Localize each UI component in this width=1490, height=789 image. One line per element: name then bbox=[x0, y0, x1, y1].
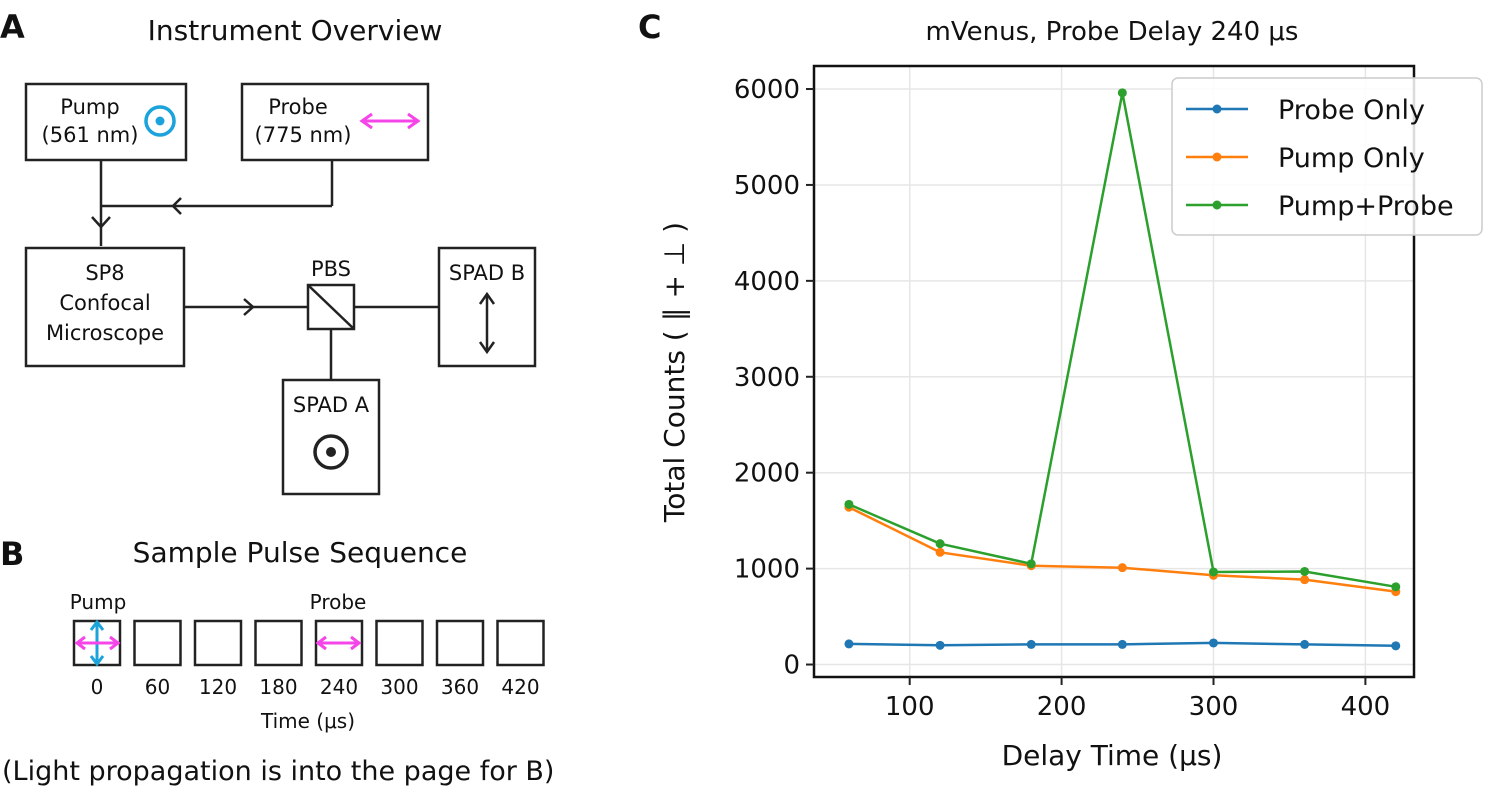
pbs-label: PBS bbox=[311, 257, 351, 281]
data-point bbox=[935, 547, 945, 557]
panel-b: B Sample Pulse Sequence Pump Probe 0 60 12… bbox=[0, 535, 554, 787]
y-axis-label: Total Counts ( ∥ + ⊥ ) bbox=[658, 222, 691, 523]
probe-polarization-icon bbox=[359, 112, 421, 130]
data-point bbox=[1208, 638, 1218, 648]
pulse-slot bbox=[496, 619, 545, 667]
pulse-slot bbox=[254, 619, 303, 667]
probe-pulse-label: Probe bbox=[310, 590, 367, 614]
legend-label: Pump Only bbox=[1278, 143, 1425, 174]
pulse-time-label: 180 bbox=[259, 675, 297, 699]
plot-frame bbox=[812, 64, 1416, 679]
panel-a-title: Instrument Overview bbox=[148, 14, 443, 47]
y-tick-label: 1000 bbox=[734, 555, 800, 585]
pump-pulse-probe-polarization-icon bbox=[74, 635, 121, 651]
data-point bbox=[1300, 639, 1310, 649]
data-point bbox=[1117, 639, 1127, 649]
data-point bbox=[844, 639, 854, 649]
data-point bbox=[1391, 582, 1401, 592]
y-tick-label: 6000 bbox=[734, 75, 800, 105]
beam-arrow-right-icon bbox=[243, 298, 255, 316]
pump-wavelength: (561 nm) bbox=[42, 123, 139, 147]
series-probe-only bbox=[844, 638, 1401, 651]
data-point bbox=[1117, 563, 1127, 573]
pulse-time-label: 420 bbox=[501, 675, 539, 699]
pulse-slot bbox=[375, 619, 424, 667]
pbs-cube-icon bbox=[306, 283, 356, 331]
beam-arrow-down-icon bbox=[91, 216, 111, 229]
data-point bbox=[1026, 639, 1036, 649]
data-point bbox=[1300, 566, 1310, 576]
microscope-label-1: SP8 bbox=[85, 261, 124, 285]
pulse-time-label: 120 bbox=[199, 675, 237, 699]
y-tick-label: 0 bbox=[783, 651, 800, 681]
probe-pulse-polarization-icon bbox=[315, 635, 362, 651]
data-point bbox=[1208, 567, 1218, 577]
pulse-time-label: 300 bbox=[380, 675, 418, 699]
legend-box bbox=[1171, 77, 1483, 236]
spad-a-label: SPAD A bbox=[293, 393, 370, 417]
data-point bbox=[935, 539, 945, 549]
spad-b-label: SPAD B bbox=[449, 261, 525, 285]
probe-label: Probe bbox=[268, 95, 328, 119]
x-tick-label: 400 bbox=[1341, 692, 1391, 722]
x-tick-label: 200 bbox=[1037, 692, 1087, 722]
panel-c: C mVenus, Probe Delay 240 μs 100 200 300 40… bbox=[638, 8, 1483, 772]
series-line bbox=[848, 506, 1396, 593]
series-pump-only bbox=[844, 502, 1401, 597]
legend-swatch-marker bbox=[1212, 152, 1222, 162]
panel-b-title: Sample Pulse Sequence bbox=[133, 536, 468, 569]
pulse-time-label: 0 bbox=[91, 675, 104, 699]
panel-a: A Instrument Overview Pump (561 nm) Prob… bbox=[0, 8, 537, 496]
legend-items: Probe Only Pump Only Pump+Probe bbox=[1186, 95, 1454, 222]
laser-beam-lines bbox=[91, 160, 334, 246]
y-tick-label: 4000 bbox=[734, 267, 800, 297]
pulse-sequence: 0 60 120 180 240 300 360 420 bbox=[72, 619, 545, 699]
data-point bbox=[1026, 559, 1036, 569]
data-point bbox=[1117, 88, 1127, 98]
data-point bbox=[1300, 575, 1310, 585]
legend: Probe Only Pump Only Pump+Probe bbox=[1171, 77, 1483, 236]
beam-arrow-left-icon bbox=[171, 197, 182, 215]
pulse-time-label: 360 bbox=[441, 675, 479, 699]
pulse-time-label: 240 bbox=[320, 675, 358, 699]
legend-swatch-marker bbox=[1212, 200, 1222, 210]
data-point bbox=[935, 640, 945, 650]
x-axis-label: Delay Time (μs) bbox=[1002, 739, 1223, 772]
pump-label: Pump bbox=[60, 95, 119, 119]
pump-pulse-label: Pump bbox=[70, 590, 127, 614]
legend-label: Pump+Probe bbox=[1278, 191, 1454, 222]
pump-polarization-icon bbox=[144, 105, 176, 137]
series-pump-probe bbox=[844, 88, 1401, 592]
data-point bbox=[844, 499, 854, 509]
pulse-slot bbox=[193, 619, 243, 667]
x-tick-label: 100 bbox=[885, 692, 935, 722]
data-point bbox=[1391, 641, 1401, 651]
legend-label: Probe Only bbox=[1278, 95, 1425, 126]
y-tick-label: 3000 bbox=[734, 363, 800, 393]
propagation-note: (Light propagation is into the page for … bbox=[2, 756, 554, 787]
pulse-slot bbox=[133, 619, 182, 667]
legend-swatch-marker bbox=[1212, 104, 1222, 114]
chart-series bbox=[844, 88, 1401, 651]
panel-b-letter: B bbox=[0, 535, 24, 573]
y-tick-label: 5000 bbox=[734, 171, 800, 201]
panel-a-letter: A bbox=[0, 8, 25, 46]
probe-wavelength: (775 nm) bbox=[255, 123, 352, 147]
microscope-label-3: Microscope bbox=[46, 321, 164, 345]
y-tick-label: 2000 bbox=[734, 459, 800, 489]
chart-title: mVenus, Probe Delay 240 μs bbox=[926, 17, 1299, 47]
pulse-time-label: 60 bbox=[145, 675, 170, 699]
pulse-time-axis-label: Time (μs) bbox=[260, 709, 355, 733]
vertical-polarization-icon bbox=[478, 291, 496, 355]
pulse-slot bbox=[435, 619, 485, 667]
microscope-label-2: Confocal bbox=[59, 291, 150, 315]
panel-c-letter: C bbox=[638, 8, 661, 46]
x-tick-label: 300 bbox=[1189, 692, 1239, 722]
out-of-plane-polarization-icon bbox=[313, 434, 349, 470]
